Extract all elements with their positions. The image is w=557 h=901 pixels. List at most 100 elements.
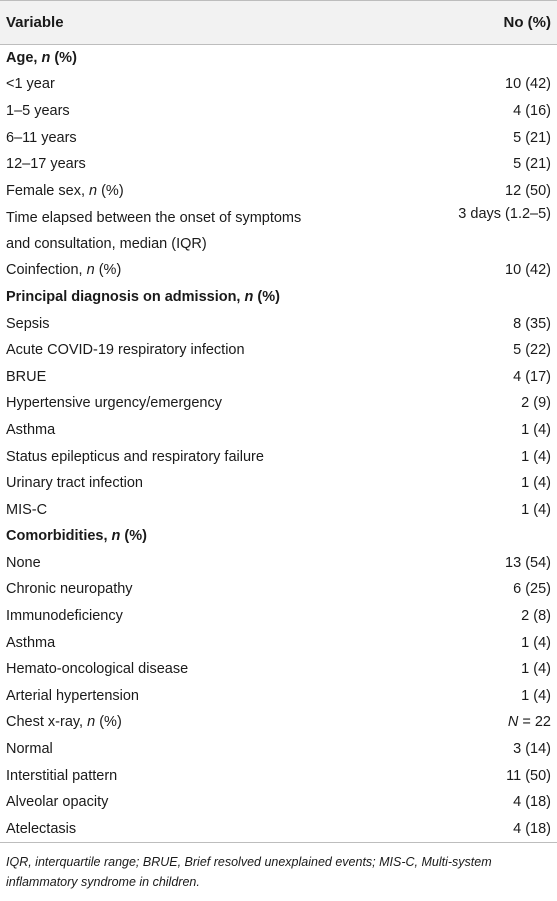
table-row: Time elapsed between the onset of sympto… bbox=[0, 204, 557, 257]
row-label-text: Interstitial pattern bbox=[6, 767, 118, 784]
row-value: 10 (42) bbox=[505, 76, 551, 93]
row-label-text: Alveolar opacity bbox=[6, 794, 109, 811]
row-label-text: Hypertensive urgency/emergency bbox=[6, 395, 222, 412]
row-value: 5 (21) bbox=[513, 129, 551, 146]
row-label: Status epilepticus and respiratory failu… bbox=[0, 443, 432, 470]
row-label-text: Coinfection, bbox=[6, 262, 87, 279]
row-value: 3 (14) bbox=[513, 741, 551, 758]
row-value: 8 (35) bbox=[513, 315, 551, 332]
row-label-text: <1 year bbox=[6, 76, 55, 93]
row-value: 4 (18) bbox=[513, 794, 551, 811]
row-value bbox=[432, 45, 557, 72]
row-label-text: Female sex, bbox=[6, 182, 89, 199]
table-row: 1–5 years 4 (16) bbox=[0, 98, 557, 125]
row-label-text: Principal diagnosis on admission, bbox=[6, 288, 245, 305]
section-header-row: Comorbidities, n (%) bbox=[0, 523, 557, 550]
row-value-italic: N bbox=[507, 714, 519, 731]
patient-characteristics-table: Variable No (%) Age, n (%) <1 year 10 (42)… bbox=[0, 0, 557, 843]
table-row: Asthma 1 (4) bbox=[0, 629, 557, 656]
row-label-italic: n bbox=[87, 714, 96, 731]
row-label: Chest x-ray, n (%) bbox=[0, 709, 432, 736]
table-row: Sepsis 8 (35) bbox=[0, 310, 557, 337]
row-value: 4 (16) bbox=[513, 102, 551, 119]
row-label: MIS-C bbox=[0, 496, 432, 523]
table-row: Hypertensive urgency/emergency 2 (9) bbox=[0, 390, 557, 417]
row-label: Coinfection, n (%) bbox=[0, 257, 432, 284]
row-label-text: 6–11 years bbox=[6, 129, 77, 146]
row-label-italic: n bbox=[41, 50, 51, 67]
row-label: Alveolar opacity bbox=[0, 789, 432, 816]
row-value: N = 22 bbox=[432, 709, 557, 736]
row-value bbox=[432, 284, 557, 311]
row-value: 1 (4) bbox=[521, 687, 551, 704]
row-label: Sepsis bbox=[0, 310, 432, 337]
row-label: Urinary tract infection bbox=[0, 470, 432, 497]
row-label-text: Chest x-ray, bbox=[6, 714, 88, 731]
row-label: 12–17 years bbox=[0, 151, 432, 178]
row-label: Asthma bbox=[0, 417, 432, 444]
row-value: 11 (50) bbox=[506, 767, 551, 784]
row-value: 5 (22) bbox=[513, 342, 551, 359]
table-row: Arterial hypertension 1 (4) bbox=[0, 683, 557, 710]
row-value: 1 (4) bbox=[521, 501, 551, 518]
row-label-text: None bbox=[6, 554, 41, 571]
table-row: Alveolar opacity 4 (18) bbox=[0, 789, 557, 816]
row-value: 5 (21) bbox=[513, 156, 551, 173]
table-row: Urinary tract infection 1 (4) bbox=[0, 470, 557, 497]
table-body: Age, n (%) <1 year 10 (42) 1–5 years 4 (16) 6… bbox=[0, 45, 557, 843]
row-label-text: 12–17 years bbox=[6, 156, 86, 173]
row-value: 2 (9) bbox=[521, 395, 551, 412]
row-label-text: Acute COVID-19 respiratory infection bbox=[6, 342, 245, 359]
row-value: 1 (4) bbox=[521, 475, 551, 492]
row-label-text: Asthma bbox=[6, 634, 56, 651]
data-table-container: Variable No (%) Age, n (%) <1 year 10 (42)… bbox=[0, 0, 557, 843]
row-label-text: BRUE bbox=[6, 368, 47, 385]
table-row: Chronic neuropathy 6 (25) bbox=[0, 576, 557, 603]
row-label-italic: n bbox=[89, 182, 98, 199]
header-value: No (%) bbox=[432, 0, 557, 45]
table-footnote: IQR, interquartile range; BRUE, Brief re… bbox=[6, 855, 492, 889]
row-value: 1 (4) bbox=[521, 661, 551, 678]
row-label-italic: n bbox=[86, 262, 95, 279]
row-label-text: Arterial hypertension bbox=[6, 687, 139, 704]
row-label-text: Comorbidities, bbox=[6, 528, 112, 545]
row-label-text: Status epilepticus and respiratory failu… bbox=[6, 448, 264, 465]
row-label-tail: (%) bbox=[50, 50, 77, 67]
row-label: Female sex, n (%) bbox=[0, 177, 432, 204]
table-row: Coinfection, n (%) 10 (42) bbox=[0, 257, 557, 284]
row-value: 10 (42) bbox=[505, 262, 551, 279]
header-variable: Variable bbox=[0, 0, 432, 45]
row-label-tail: (%) bbox=[253, 288, 280, 305]
row-label-text: Age, bbox=[6, 50, 42, 67]
row-value: 1 (4) bbox=[521, 634, 551, 651]
row-label: BRUE bbox=[0, 363, 432, 390]
table-row: <1 year 10 (42) bbox=[0, 71, 557, 98]
table-row: Asthma 1 (4) bbox=[0, 417, 557, 444]
section-header-row: Age, n (%) bbox=[0, 45, 557, 72]
row-label: Acute COVID-19 respiratory infection bbox=[0, 337, 432, 364]
row-label-text: Asthma bbox=[6, 421, 56, 438]
row-value: 12 (50) bbox=[505, 182, 551, 199]
row-label-text: Hemato-oncological disease bbox=[6, 661, 189, 678]
row-label: Chronic neuropathy bbox=[0, 576, 432, 603]
row-label-italic: n bbox=[111, 528, 121, 545]
row-label: Time elapsed between the onset of sympto… bbox=[0, 204, 432, 257]
row-label-italic: n bbox=[244, 288, 254, 305]
table-row: Atelectasis 4 (18) bbox=[0, 815, 557, 843]
table-row: None 13 (54) bbox=[0, 550, 557, 577]
row-label: 6–11 years bbox=[0, 124, 432, 151]
section-header-row: Principal diagnosis on admission, n (%) bbox=[0, 284, 557, 311]
row-label: Comorbidities, n (%) bbox=[0, 523, 432, 550]
table-row: Normal 3 (14) bbox=[0, 736, 557, 763]
row-label-text: 1–5 years bbox=[6, 102, 70, 119]
row-value: 1 (4) bbox=[521, 448, 551, 465]
row-value: 3 days (1.2–5) bbox=[458, 206, 551, 223]
row-value: 6 (25) bbox=[513, 581, 551, 598]
row-label-text: Sepsis bbox=[6, 315, 50, 332]
table-row: Immunodeficiency 2 (8) bbox=[0, 603, 557, 630]
row-label: 1–5 years bbox=[0, 98, 432, 125]
row-label-text: Chronic neuropathy bbox=[6, 581, 133, 598]
row-value: 1 (4) bbox=[521, 421, 551, 438]
row-label-tail: (%) bbox=[97, 182, 124, 199]
row-label-text: Normal bbox=[6, 741, 53, 758]
